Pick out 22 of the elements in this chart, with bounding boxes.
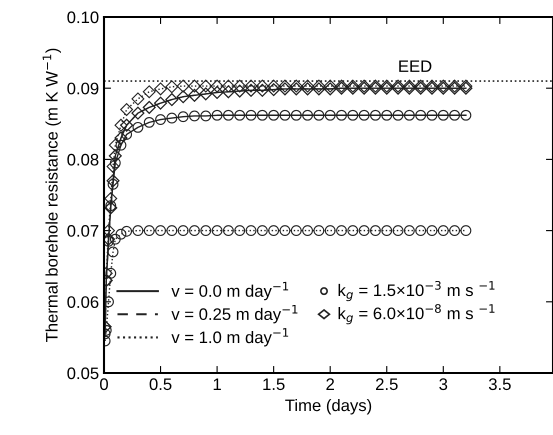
x-tick-label: 2 xyxy=(326,378,334,390)
annotation: v = 0.0 m day$^{−1}$ xyxy=(171,282,288,300)
y-axis-title: Thermal borehole resistance (m K W$^{−1}$) xyxy=(42,48,61,342)
y-tick-label: 0.09 xyxy=(67,82,98,94)
x-tick-label: 0 xyxy=(100,378,108,390)
y-tick-label: 0.10 xyxy=(67,11,98,24)
ref-line-label: EED xyxy=(399,60,432,72)
annotation: v = 0.25 m day$^{−1}$ xyxy=(171,305,298,324)
y-tick-label: 0.08 xyxy=(67,154,98,166)
x-tick-label: 2.5 xyxy=(376,378,398,390)
x-tick-label: 3.5 xyxy=(488,378,511,390)
x-tick-label: 0.5 xyxy=(150,378,172,390)
x-axis-title: Time (days) xyxy=(285,398,372,414)
annotation: k$_{g}$ = 6.0×10$^{−8}$ m s $^{−1}$ xyxy=(338,304,494,324)
y-tick-label: 0.06 xyxy=(67,296,98,308)
x-tick-label: 1.5 xyxy=(263,378,285,390)
x-tick-label: 3 xyxy=(439,378,448,390)
y-tick-label: 0.07 xyxy=(67,225,98,237)
annotation: k$_{g}$ = 1.5×10$^{−3}$ m s $^{−1}$ xyxy=(338,280,494,302)
x-tick-label: 1 xyxy=(214,378,221,390)
annotation: v = 1.0 m day$^{−1}$ xyxy=(171,328,288,346)
y-tick-label: 0.05 xyxy=(67,367,98,380)
